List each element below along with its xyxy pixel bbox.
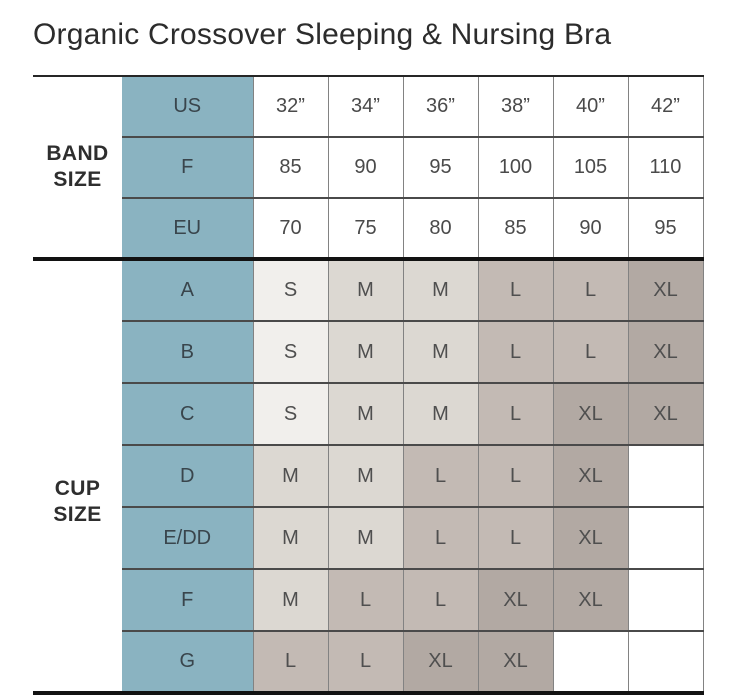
row-key-cell-f: F — [122, 136, 254, 199]
column-header-cell: 40” — [552, 75, 629, 138]
size-value-cell: L — [402, 568, 479, 632]
band-value-cell: 95 — [627, 197, 704, 260]
band-value-cell: 85 — [477, 197, 554, 260]
cup-row-f: F M L L XL XL — [33, 568, 704, 632]
size-value-cell: M — [402, 257, 479, 322]
column-header-cell: 38” — [477, 75, 554, 138]
row-key-cell-b: B — [122, 320, 254, 384]
size-value-cell: XL — [627, 257, 704, 322]
size-value-cell: M — [402, 320, 479, 384]
row-key-cell-g: G — [122, 630, 254, 695]
size-value-cell: M — [252, 568, 329, 632]
size-value-cell: XL — [627, 320, 704, 384]
cup-row-b: B S M M L L XL — [33, 320, 704, 384]
page-title: Organic Crossover Sleeping & Nursing Bra — [33, 18, 612, 51]
size-value-cell: L — [477, 506, 554, 570]
column-header-cell: 34” — [327, 75, 404, 138]
row-key-cell-edd: E/DD — [122, 506, 254, 570]
size-value-cell — [627, 568, 704, 632]
size-value-cell: L — [327, 630, 404, 695]
size-value-cell: L — [552, 320, 629, 384]
size-value-cell — [627, 630, 704, 695]
row-key-cell-eu: EU — [122, 197, 254, 260]
band-value-cell: 75 — [327, 197, 404, 260]
size-value-cell: L — [477, 257, 554, 322]
size-value-cell: M — [327, 257, 404, 322]
row-key-cell-a: A — [122, 257, 254, 322]
size-value-cell: XL — [552, 506, 629, 570]
size-value-cell: XL — [552, 382, 629, 446]
size-value-cell: M — [327, 444, 404, 508]
band-value-cell: 85 — [252, 136, 329, 199]
band-value-cell: 80 — [402, 197, 479, 260]
size-value-cell: XL — [552, 444, 629, 508]
band-row-f: F 85 90 95 100 105 110 — [33, 136, 704, 199]
size-value-cell: L — [252, 630, 329, 695]
size-value-cell: S — [252, 382, 329, 446]
cup-row-c: C S M M L XL XL — [33, 382, 704, 446]
size-value-cell: M — [327, 320, 404, 384]
size-value-cell — [552, 630, 629, 695]
band-value-cell: 100 — [477, 136, 554, 199]
size-value-cell: S — [252, 257, 329, 322]
size-value-cell: M — [252, 506, 329, 570]
size-value-cell: L — [552, 257, 629, 322]
size-value-cell: XL — [627, 382, 704, 446]
band-value-cell: 90 — [327, 136, 404, 199]
size-value-cell: M — [402, 382, 479, 446]
band-value-cell: 70 — [252, 197, 329, 260]
size-value-cell: M — [252, 444, 329, 508]
cup-size-group-label: CUP SIZE — [33, 257, 122, 695]
cup-row-d: D M M L L XL — [33, 444, 704, 508]
band-value-cell: 95 — [402, 136, 479, 199]
band-size-group-label: BAND SIZE — [33, 75, 122, 259]
band-row-us: BAND SIZE US 32” 34” 36” 38” 40” 42” — [33, 75, 704, 259]
size-value-cell: XL — [402, 630, 479, 695]
size-value-cell: L — [477, 382, 554, 446]
cup-row-a: CUP SIZE A S M M L L XL — [33, 257, 704, 695]
size-value-cell: L — [402, 444, 479, 508]
size-value-cell — [627, 444, 704, 508]
size-value-cell: M — [327, 506, 404, 570]
size-value-cell: L — [327, 568, 404, 632]
size-value-cell: XL — [477, 568, 554, 632]
size-value-cell: S — [252, 320, 329, 384]
size-value-cell: XL — [477, 630, 554, 695]
column-header-cell: 36” — [402, 75, 479, 138]
size-value-cell: XL — [552, 568, 629, 632]
cup-row-g: G L L XL XL — [33, 630, 704, 695]
size-value-cell: L — [477, 320, 554, 384]
row-key-cell-us: US — [122, 75, 254, 138]
band-value-cell: 90 — [552, 197, 629, 260]
size-value-cell: L — [402, 506, 479, 570]
row-key-cell-f-cup: F — [122, 568, 254, 632]
row-key-cell-d: D — [122, 444, 254, 508]
cup-row-edd: E/DD M M L L XL — [33, 506, 704, 570]
column-header-cell: 42” — [627, 75, 704, 138]
size-chart-table: BAND SIZE US 32” 34” 36” 38” 40” 42” F 8… — [33, 75, 704, 695]
band-value-cell: 105 — [552, 136, 629, 199]
band-row-eu: EU 70 75 80 85 90 95 — [33, 197, 704, 260]
size-value-cell: L — [477, 444, 554, 508]
row-key-cell-c: C — [122, 382, 254, 446]
size-value-cell — [627, 506, 704, 570]
column-header-cell: 32” — [252, 75, 329, 138]
size-value-cell: M — [327, 382, 404, 446]
band-value-cell: 110 — [627, 136, 704, 199]
